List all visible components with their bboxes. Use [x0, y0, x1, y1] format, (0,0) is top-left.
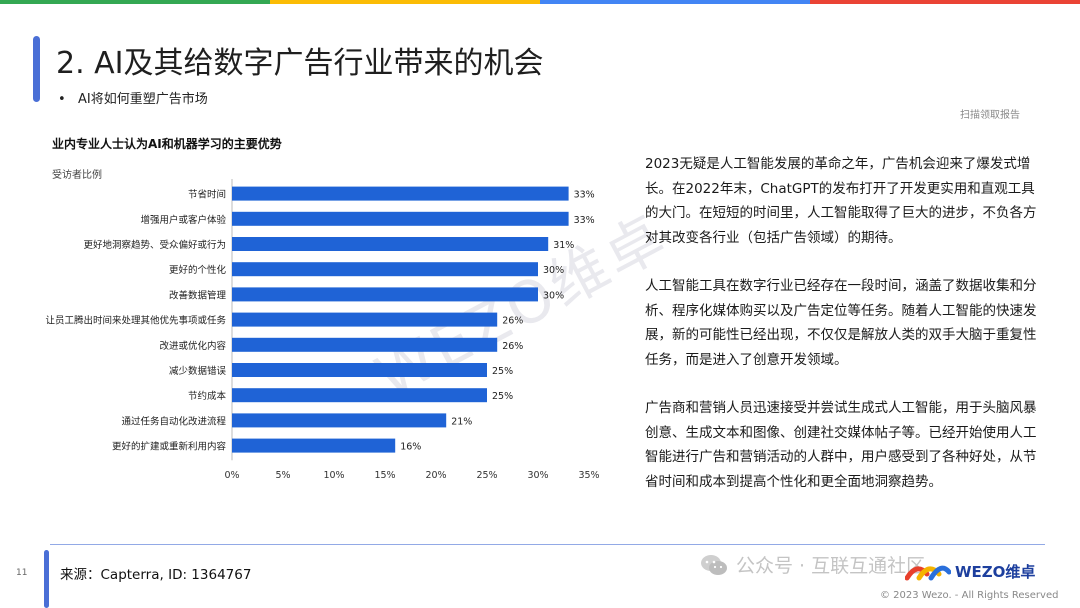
page-number: 11: [16, 568, 28, 578]
chart-title: 业内专业人士认为AI和机器学习的主要优势: [52, 137, 282, 151]
body-paragraph-3: 广告商和营销人员迅速接受并尝试生成式人工智能，用于头脑风暴创意、生成文本和图像、…: [645, 400, 1037, 490]
value-label: 30%: [543, 265, 564, 276]
x-tick-label: 20%: [425, 470, 446, 481]
bar: [232, 312, 498, 327]
value-label: 16%: [400, 442, 421, 453]
value-label: 21%: [451, 416, 472, 427]
brand-name: WEZO维卓: [955, 562, 1036, 581]
wezo-logo-icon: [905, 565, 951, 581]
value-label: 26%: [502, 316, 523, 327]
value-label: 26%: [502, 341, 523, 352]
copyright: © 2023 Wezo. - All Rights Reserved: [880, 590, 1059, 601]
brand: WEZO维卓: [905, 560, 1035, 582]
bar: [232, 337, 498, 352]
value-label: 30%: [543, 290, 564, 301]
value-label: 33%: [574, 190, 595, 201]
title-accent-bar: [33, 36, 40, 102]
scan-note: 扫描领取报告: [960, 110, 1020, 121]
category-label: 让员工腾出时间来处理其他优先事项或任务: [45, 315, 226, 327]
footer-divider: [50, 544, 1045, 545]
chart-axis-label: 受访者比例: [52, 170, 102, 181]
body-paragraph-2: 人工智能工具在数字行业已经存在一段时间，涵盖了数据收集和分析、程序化媒体购买以及…: [645, 278, 1037, 368]
bar: [232, 363, 487, 377]
bullet-subtitle: • AI将如何重塑广告市场: [58, 88, 208, 107]
wechat-icon: [701, 554, 727, 575]
footer-accent-bar: [44, 550, 49, 608]
category-label: 节约成本: [188, 390, 227, 402]
category-label: 更好的扩建或重新利用内容: [112, 441, 227, 453]
bullet-text: AI将如何重塑广告市场: [78, 92, 208, 107]
category-label: 减少数据错误: [169, 365, 227, 377]
wechat-account-name: 公众号 · 互联互通社区: [736, 555, 926, 577]
category-label: 更好地洞察趋势、受众偏好或行为: [83, 239, 226, 251]
x-tick-label: 25%: [476, 470, 497, 481]
x-tick-label: 15%: [374, 470, 395, 481]
wechat-account: 公众号 · 互联互通社区: [700, 551, 925, 578]
category-label: 更好的个性化: [169, 264, 227, 276]
value-label: 25%: [492, 391, 513, 402]
value-label: 31%: [553, 240, 574, 251]
bar: [232, 186, 569, 201]
value-label: 33%: [574, 215, 595, 226]
source-note: 来源：Capterra, ID: 1364767: [60, 567, 252, 583]
bar: [232, 287, 538, 302]
body-text: 2023无疑是人工智能发展的革命之年，广告机会迎来了爆发式增长。在2022年末，…: [645, 152, 1045, 518]
category-label: 改进或优化内容: [159, 340, 226, 352]
bar: [232, 388, 487, 403]
top-bar-segment-green: [0, 0, 270, 4]
bullet-dot-icon: •: [58, 92, 66, 107]
body-paragraph-1: 2023无疑是人工智能发展的革命之年，广告机会迎来了爆发式增长。在2022年末，…: [645, 156, 1037, 246]
x-tick-label: 0%: [224, 470, 239, 481]
bar: [232, 413, 447, 428]
x-tick-label: 5%: [275, 470, 290, 481]
top-color-bar: [0, 0, 1080, 4]
category-label: 节省时间: [188, 189, 226, 201]
bar: [232, 262, 538, 277]
top-bar-segment-yellow: [270, 0, 540, 4]
page-title: 2. AI及其给数字广告行业带来的机会: [56, 46, 544, 81]
category-label: 增强用户或客户体验: [140, 214, 226, 226]
top-bar-segment-blue: [540, 0, 810, 4]
x-tick-label: 35%: [578, 470, 599, 481]
bar: [232, 237, 549, 251]
bar-chart: 节省时间 33% 增强用户或客户体验 33% 更好地洞察趋势、受众偏好或行为 31% 更好的…: [45, 179, 600, 481]
value-label: 25%: [492, 366, 513, 377]
bar: [232, 211, 569, 226]
x-tick-label: 10%: [323, 470, 344, 481]
category-label: 通过任务自动化改进流程: [121, 415, 226, 427]
x-tick-label: 30%: [527, 470, 548, 481]
bar: [232, 438, 396, 453]
category-label: 改善数据管理: [169, 289, 227, 301]
top-bar-segment-red: [810, 0, 1080, 4]
